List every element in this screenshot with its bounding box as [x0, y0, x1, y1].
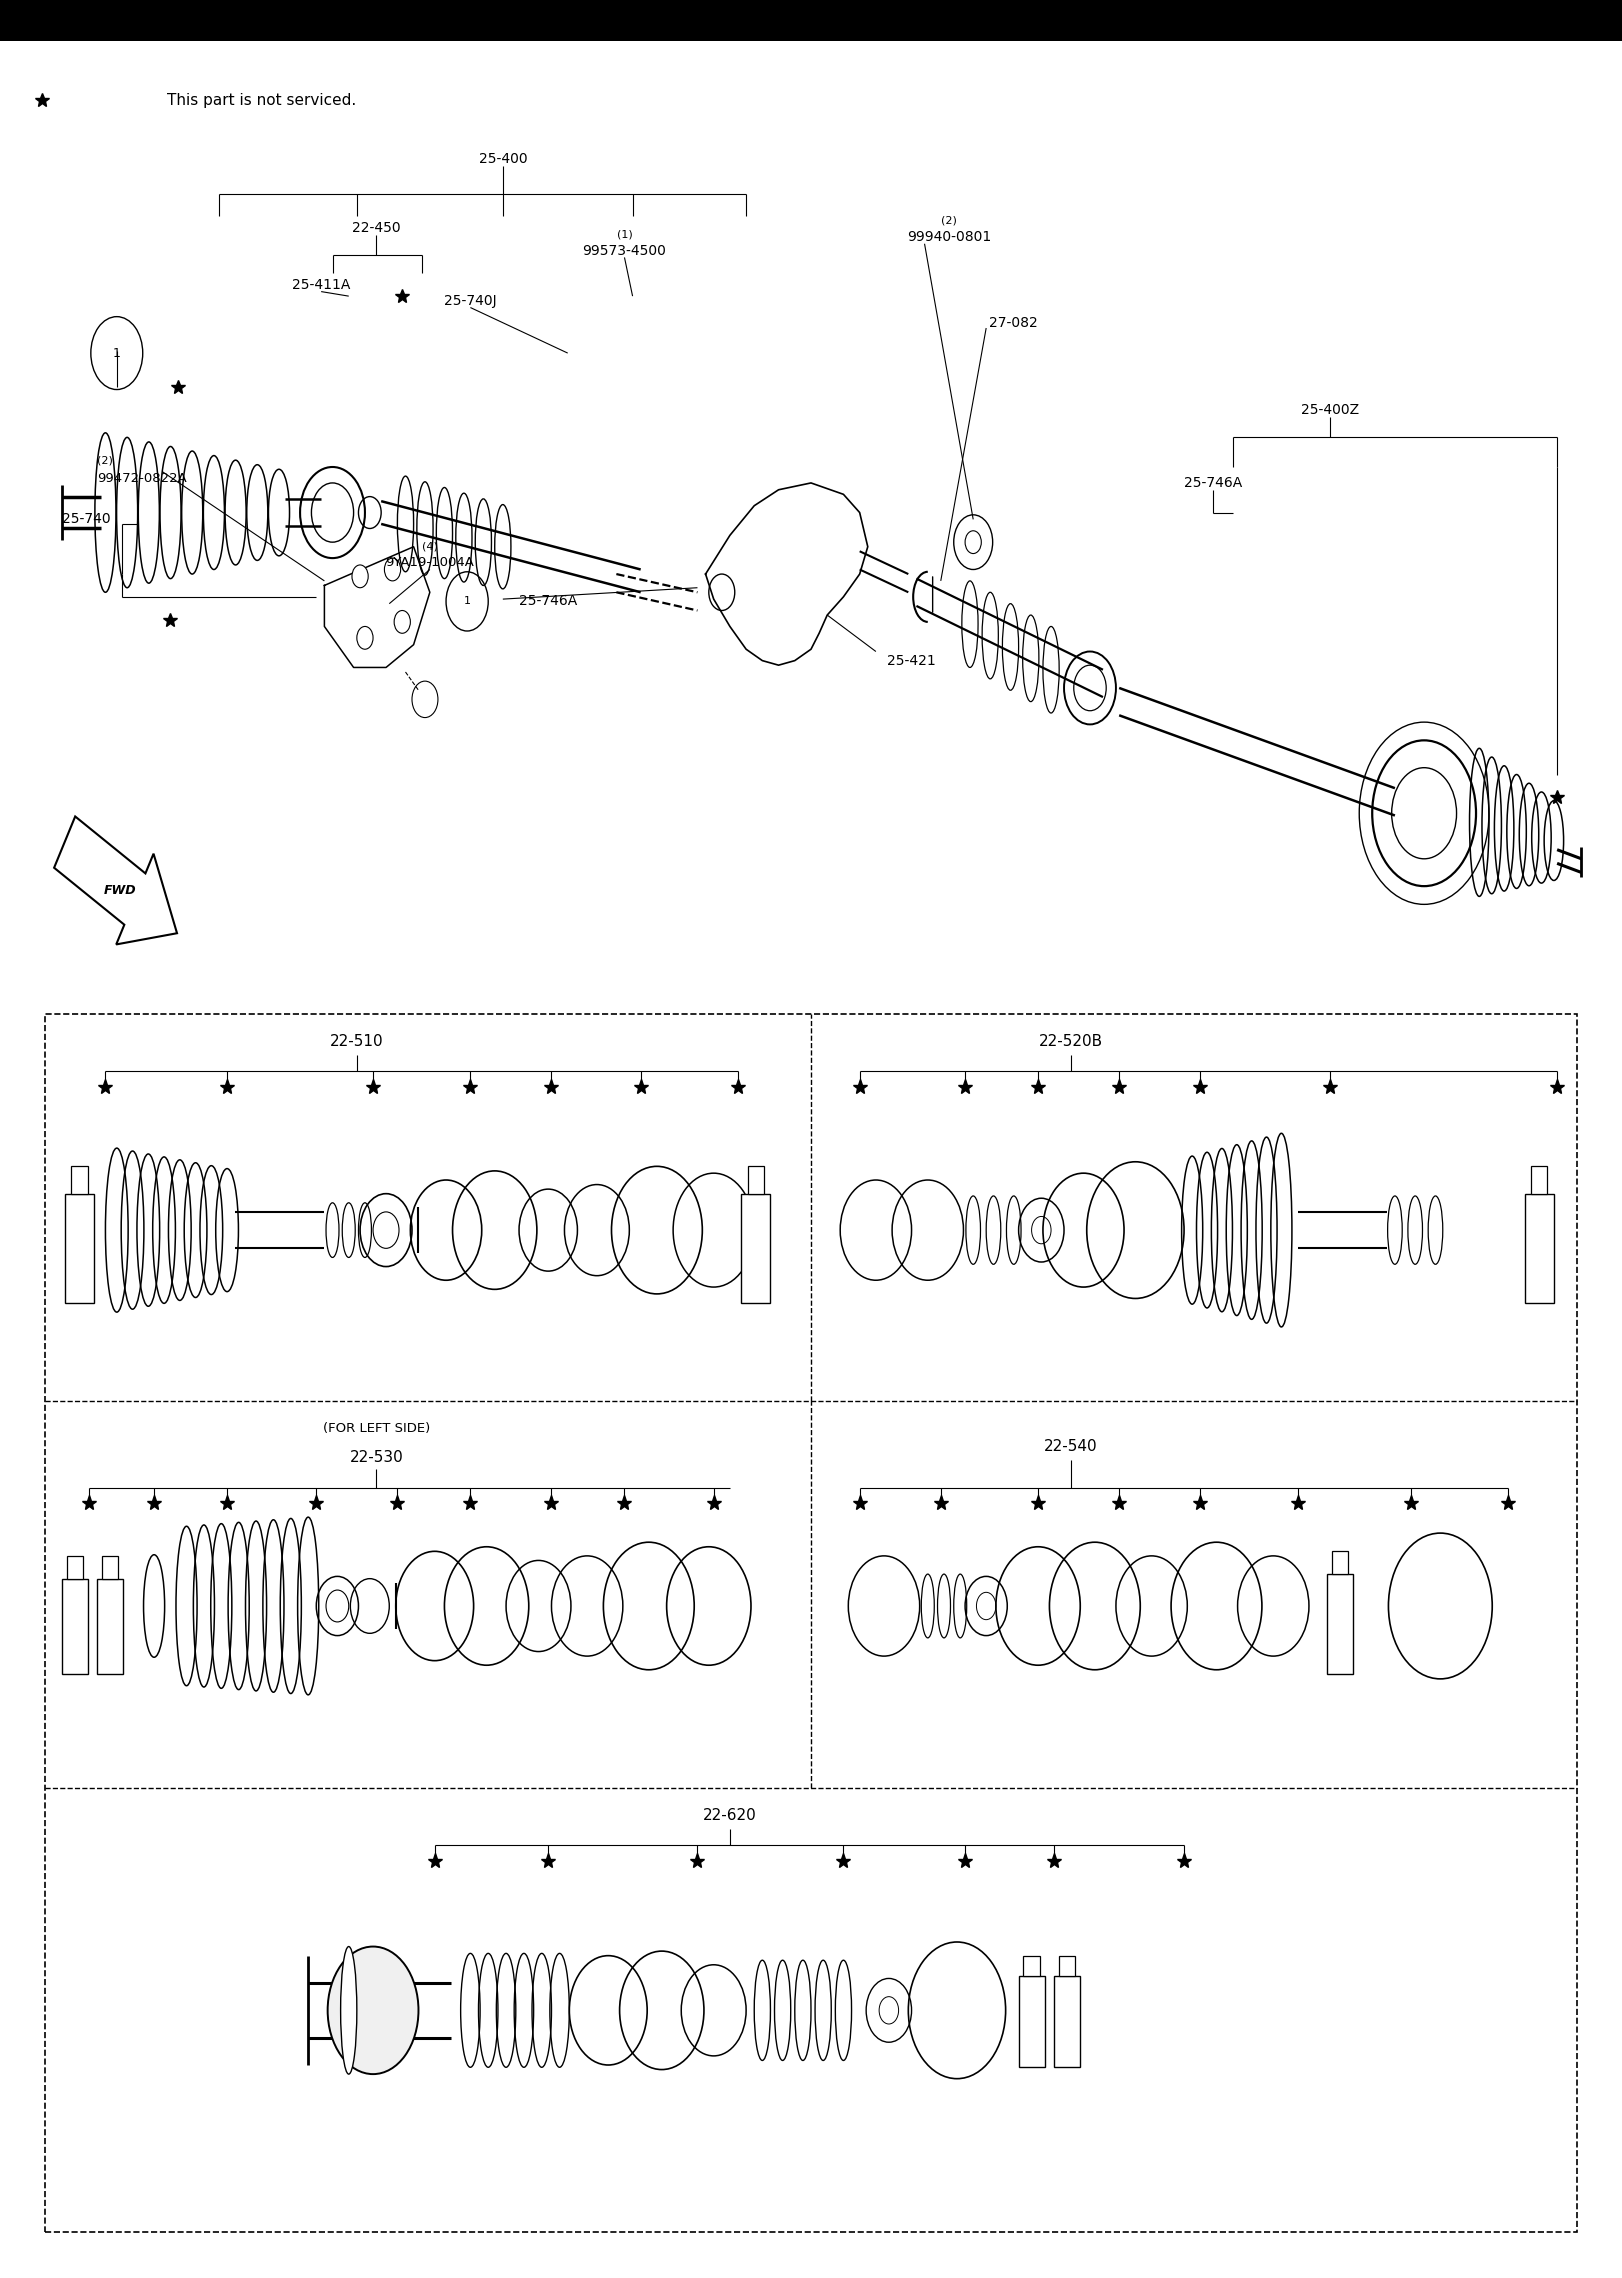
Bar [1059, 1955, 1075, 1975]
Circle shape [352, 565, 368, 588]
Bar [67, 1556, 83, 1579]
Bar [1054, 1975, 1080, 2068]
Text: (2): (2) [97, 456, 114, 465]
Text: This part is not serviced.: This part is not serviced. [167, 93, 357, 107]
Text: 1: 1 [114, 346, 120, 360]
Text: 99573-4500: 99573-4500 [582, 244, 667, 257]
Text: 25-740J: 25-740J [444, 294, 496, 308]
Text: 22-510: 22-510 [329, 1034, 384, 1048]
Text: 25-400Z: 25-400Z [1301, 403, 1359, 417]
Bar [1019, 1975, 1045, 2068]
Circle shape [384, 558, 401, 581]
Text: 25-746A: 25-746A [519, 595, 577, 608]
Text: 25-421: 25-421 [887, 654, 936, 667]
Text: 27-082: 27-082 [989, 317, 1038, 330]
Text: 25-746A: 25-746A [1184, 476, 1242, 490]
Text: 22-620: 22-620 [702, 1809, 757, 1822]
Text: 1: 1 [464, 597, 470, 606]
Bar [97, 1579, 123, 1674]
Text: 22-540: 22-540 [1043, 1440, 1098, 1453]
Bar [1332, 1551, 1348, 1574]
Text: (4): (4) [422, 542, 438, 551]
Text: FWD: FWD [104, 884, 136, 898]
Text: 22-530: 22-530 [349, 1451, 404, 1465]
Ellipse shape [341, 1945, 357, 2073]
Text: 22-450: 22-450 [352, 221, 401, 235]
Circle shape [328, 1945, 418, 2073]
Bar [1327, 1574, 1353, 1674]
Bar [71, 1166, 88, 1194]
Bar [1023, 1955, 1040, 1975]
Bar [741, 1194, 770, 1303]
Bar [1525, 1194, 1554, 1303]
Bar [102, 1556, 118, 1579]
Text: 25-400: 25-400 [478, 153, 527, 166]
Text: 25-740: 25-740 [62, 513, 110, 526]
Text: 99472-0822A: 99472-0822A [97, 472, 187, 485]
Text: (2): (2) [941, 216, 957, 226]
Bar [748, 1166, 764, 1194]
Text: 22-520B: 22-520B [1038, 1034, 1103, 1048]
Bar [1531, 1166, 1547, 1194]
Text: (1): (1) [616, 230, 633, 239]
Bar [65, 1194, 94, 1303]
Bar [62, 1579, 88, 1674]
Text: 9YA19-1004A: 9YA19-1004A [386, 556, 474, 570]
Polygon shape [54, 816, 177, 945]
Bar [0, 0, 1622, 41]
Text: 25-411A: 25-411A [292, 278, 350, 292]
Circle shape [357, 626, 373, 649]
Circle shape [394, 611, 410, 633]
Text: (FOR LEFT SIDE): (FOR LEFT SIDE) [323, 1421, 430, 1435]
Text: 99940-0801: 99940-0801 [907, 230, 991, 244]
